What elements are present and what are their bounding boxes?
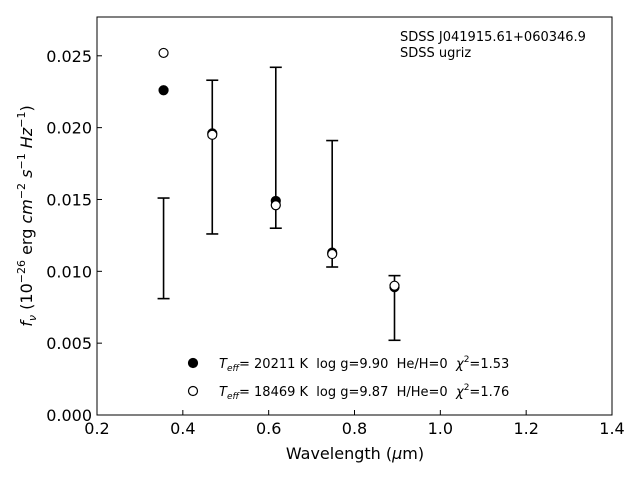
annotation-line-2: SDSS ugriz (400, 46, 471, 61)
x-tick-label: 1.4 (599, 419, 624, 438)
legend-marker-open (187, 385, 199, 397)
legend-label-2: Teff= 18469 K log g=9.87 H/He=0 χ2=1.76 (219, 383, 509, 402)
x-axis-title: Wavelength (μm) (286, 444, 424, 463)
y-tick-label: 0.000 (46, 406, 92, 425)
plot-frame (96, 16, 613, 416)
point-open (270, 200, 281, 211)
y-axis-ticks: 0.000 0.005 0.010 0.015 0.020 0.025 (46, 47, 102, 425)
point-open (207, 129, 218, 140)
y-axis-title: fν (10−26 erg cm−2 s−1 Hz−1) (15, 105, 39, 326)
x-tick-label: 0.8 (342, 419, 367, 438)
x-tick-label: 0.6 (256, 419, 281, 438)
y-tick-label: 0.010 (46, 262, 92, 281)
x-tick-label: 0.4 (170, 419, 195, 438)
point-filled (158, 85, 169, 96)
y-tick-label: 0.005 (46, 334, 92, 353)
legend-marker-filled (187, 357, 199, 369)
legend-label-1: Teff= 20211 K log g=9.90 He/H=0 χ2=1.53 (219, 355, 509, 374)
y-tick-label: 0.015 (46, 190, 92, 209)
x-tick-label: 0.2 (84, 419, 109, 438)
y-tick-label: 0.025 (46, 47, 92, 66)
y-tick-label: 0.020 (46, 119, 92, 138)
data-points (158, 47, 400, 293)
point-open (389, 280, 400, 291)
legend: Teff= 20211 K log g=9.90 He/H=0 χ2=1.53 … (187, 355, 509, 402)
x-tick-label: 1.0 (428, 419, 453, 438)
x-tick-label: 1.2 (513, 419, 538, 438)
point-open (158, 47, 169, 59)
point-open (327, 248, 338, 260)
annotation-line-1: SDSS J041915.61+060346.9 (400, 30, 586, 45)
x-axis-ticks: 0.2 0.4 0.6 0.8 1.0 1.2 1.4 (84, 410, 625, 438)
